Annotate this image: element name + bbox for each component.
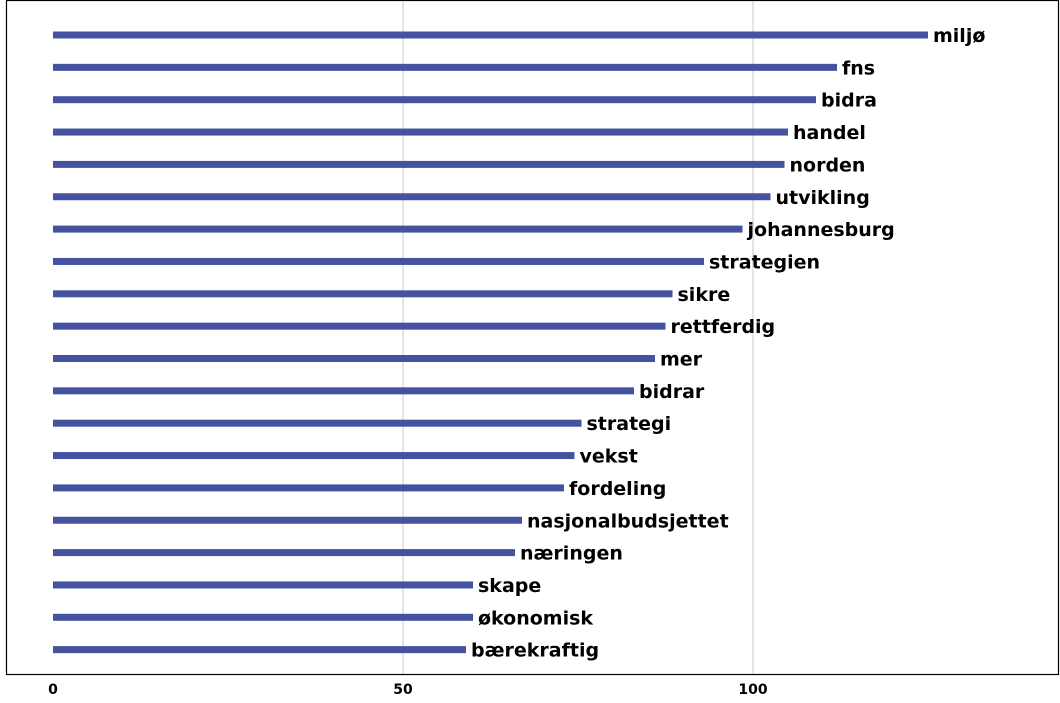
x-tick-label: 100 bbox=[738, 682, 767, 698]
bar-label: vekst bbox=[580, 446, 638, 468]
bar-strategien bbox=[53, 257, 704, 265]
bar-skape bbox=[53, 581, 473, 589]
bar-bærekraftig bbox=[53, 646, 466, 654]
bar-label: johannesburg bbox=[747, 219, 895, 241]
bar-label: mer bbox=[660, 349, 703, 371]
bar-nasjonalbudsjettet bbox=[53, 516, 522, 524]
bar-label: sikre bbox=[678, 284, 731, 306]
bar-label: nasjonalbudsjettet bbox=[527, 510, 729, 532]
bar-økonomisk bbox=[53, 613, 473, 621]
bar-næringen bbox=[53, 549, 515, 557]
bar-vekst bbox=[53, 452, 575, 460]
bar-utvikling bbox=[53, 193, 771, 201]
x-tick-label: 0 bbox=[48, 682, 58, 698]
bar-miljø bbox=[53, 31, 928, 39]
bar-label: miljø bbox=[933, 25, 985, 47]
bar-label: handel bbox=[793, 122, 866, 144]
bars bbox=[53, 31, 928, 654]
bar-bidra bbox=[53, 96, 816, 104]
bar-rettferdig bbox=[53, 322, 666, 330]
bar-label: bidra bbox=[821, 90, 877, 112]
plot-area-frame bbox=[5, 0, 1060, 676]
bar-label: næringen bbox=[520, 543, 623, 565]
bar-johannesburg bbox=[53, 225, 743, 233]
bar-sikre bbox=[53, 290, 673, 298]
bar-labels: miljø fns bidra handel norden utvikling johann… bbox=[471, 25, 985, 662]
bar-label: skape bbox=[478, 575, 541, 597]
bar-label: bidrar bbox=[639, 381, 705, 403]
bar-label: fordeling bbox=[569, 478, 666, 500]
bar-label: rettferdig bbox=[671, 316, 776, 338]
bar-bidrar bbox=[53, 387, 634, 395]
bar-strategi bbox=[53, 419, 582, 427]
x-axis-ticks: 0 50 100 bbox=[48, 682, 768, 698]
bar-fns bbox=[53, 63, 837, 71]
x-tick-label: 50 bbox=[393, 682, 413, 698]
bar-label: strategien bbox=[709, 251, 820, 273]
bar-norden bbox=[53, 160, 785, 168]
bar-fordeling bbox=[53, 484, 564, 492]
bar-label: bærekraftig bbox=[471, 640, 599, 662]
bar-label: norden bbox=[790, 154, 866, 176]
bar-label: strategi bbox=[587, 413, 672, 435]
bar-mer bbox=[53, 355, 655, 362]
bar-label: økonomisk bbox=[478, 607, 593, 629]
gridlines bbox=[402, 1, 754, 674]
bar-label: fns bbox=[842, 57, 875, 79]
bar-handel bbox=[53, 128, 788, 136]
bar-label: utvikling bbox=[776, 187, 870, 209]
